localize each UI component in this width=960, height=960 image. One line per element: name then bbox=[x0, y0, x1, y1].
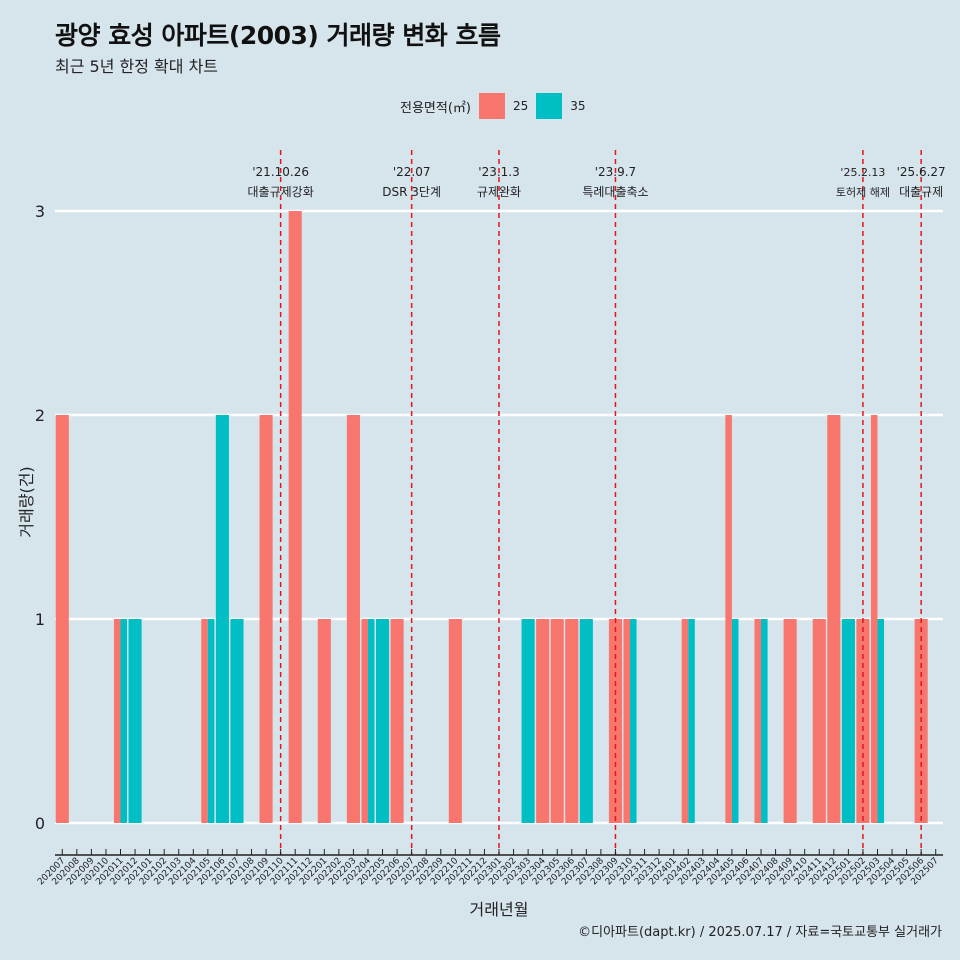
bar-35-202501 bbox=[841, 619, 855, 823]
chart-subtitle: 최근 5년 한정 확대 차트 bbox=[55, 57, 219, 76]
event-label: 특례대출축소 bbox=[582, 185, 648, 199]
legend: 전용면적(㎡) 25 35 bbox=[400, 93, 594, 119]
bar-35-202407 bbox=[761, 619, 768, 823]
event-date: '23.1.3 bbox=[478, 165, 519, 179]
legend-label-35: 35 bbox=[570, 99, 586, 113]
event-date: '22.07 bbox=[393, 165, 431, 179]
bar-25-202210 bbox=[448, 619, 462, 823]
bar-35-202303 bbox=[521, 619, 535, 823]
bar-25-202105 bbox=[201, 619, 208, 823]
y-tick-label: 1 bbox=[35, 610, 45, 629]
bar-35-202307 bbox=[579, 619, 593, 823]
bar-25-202109 bbox=[259, 415, 273, 823]
legend-title: 전용면적(㎡) bbox=[400, 100, 471, 116]
x-axis-title: 거래년월 bbox=[470, 900, 529, 919]
bar-25-202204 bbox=[361, 619, 368, 823]
bar-35-202012 bbox=[128, 619, 142, 823]
event-date: '25.2.13 bbox=[840, 166, 885, 179]
event-label: 대출규제 bbox=[899, 185, 943, 199]
bar-25-202412 bbox=[827, 415, 841, 823]
bar-25-202407 bbox=[754, 619, 762, 823]
event-label: 토허제 해제 bbox=[836, 185, 890, 199]
bar-35-202107 bbox=[230, 619, 244, 823]
bar-25-202409 bbox=[783, 619, 797, 823]
legend-key-35 bbox=[536, 93, 563, 119]
chart-caption: ©디아파트(dapt.kr) / 2025.07.17 / 자료=국토교통부 실… bbox=[578, 925, 942, 940]
y-tick-label: 2 bbox=[35, 406, 45, 425]
bar-25-202411 bbox=[812, 619, 826, 823]
bar-25-202111 bbox=[288, 211, 302, 823]
bar-25-202007 bbox=[55, 415, 69, 823]
bar-25-202304 bbox=[536, 619, 550, 823]
bar-25-202206 bbox=[390, 619, 404, 823]
event-label: 대출규제강화 bbox=[248, 185, 314, 199]
bar-25-202402 bbox=[681, 619, 689, 823]
bar-35-202106 bbox=[215, 415, 229, 823]
bar-35-202503 bbox=[877, 619, 885, 823]
event-date: '23.9.7 bbox=[595, 165, 636, 179]
bar-25-202306 bbox=[565, 619, 579, 823]
bar-25-202201 bbox=[317, 619, 331, 823]
y-tick-label: 3 bbox=[35, 202, 45, 221]
y-tick-label: 0 bbox=[35, 814, 45, 833]
bar-35-202105 bbox=[207, 619, 215, 823]
event-label: 규제완화 bbox=[477, 185, 521, 199]
legend-key-25 bbox=[478, 93, 505, 119]
bar-35-202011 bbox=[120, 619, 128, 823]
legend-label-25: 25 bbox=[512, 99, 529, 113]
event-label: DSR 3단계 bbox=[382, 185, 441, 199]
y-axis-title: 거래량(건) bbox=[17, 466, 36, 537]
bar-35-202310 bbox=[630, 619, 637, 823]
bar-35-202204 bbox=[367, 619, 375, 823]
chart-title: 광양 효성 아파트(2003) 거래량 변화 흐름 bbox=[55, 21, 501, 50]
bar-35-202205 bbox=[375, 619, 390, 823]
event-date: '25.6.27 bbox=[897, 165, 946, 179]
event-date: '21.10.26 bbox=[252, 165, 309, 179]
bar-25-202305 bbox=[550, 619, 564, 823]
bar-25-202203 bbox=[346, 415, 360, 823]
bar-25-202405 bbox=[725, 415, 732, 823]
bar-35-202405 bbox=[731, 619, 739, 823]
bar-25-202011 bbox=[113, 619, 121, 823]
bar-25-202310 bbox=[623, 619, 631, 823]
bar-35-202402 bbox=[688, 619, 695, 823]
bar-25-202503 bbox=[870, 415, 878, 823]
